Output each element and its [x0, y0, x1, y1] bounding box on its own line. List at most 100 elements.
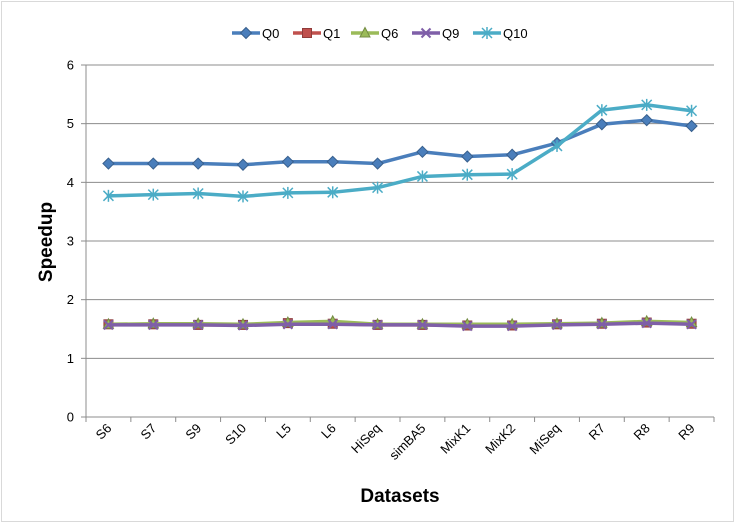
point-q9-L5-stroke-b: [282, 319, 294, 330]
point-q9-L5: [282, 319, 294, 330]
point-q9-S10-stroke-b: [237, 320, 249, 331]
point-q9-MixK2-stroke-b: [506, 320, 518, 332]
point-q10-S7: [147, 188, 159, 201]
x-tick-label-L6: L6: [318, 421, 339, 442]
x-tick-labels: S6 S7 S9 S10 L5 L6 HiSeq simBA5 MixK1 MixK2 MiSeq R…: [93, 421, 698, 463]
point-q0-R7: [595, 118, 609, 131]
x-tick-label-R7: R7: [586, 421, 608, 443]
point-q10-L6: [327, 186, 339, 199]
point-q9-MixK2: [506, 320, 518, 332]
point-q9-R7-stroke-b: [596, 319, 608, 330]
point-q9-L6-stroke-b: [327, 319, 338, 330]
y-tick-label-4: 4: [67, 175, 74, 190]
point-q10-R9: [686, 104, 698, 117]
point-q9-MixK1-stroke-b: [462, 320, 473, 332]
point-q9-S10: [237, 320, 249, 331]
x-tick-label-simBA5: simBA5: [386, 421, 428, 463]
point-q0-R8: [640, 113, 653, 127]
legend-item-q10: Q10: [473, 26, 528, 41]
legend-marker-q1: [302, 28, 312, 38]
x-tick-label-S10: S10: [222, 421, 249, 448]
series-line-q9: [106, 321, 694, 328]
point-q0-MixK2: [505, 148, 519, 161]
point-q0-S6: [102, 157, 115, 170]
y-tick-label-6: 6: [67, 58, 74, 73]
series-line-q0: [106, 118, 694, 167]
point-q10-R7: [596, 104, 608, 117]
point-q9-S6: [103, 319, 114, 331]
legend-label-q1: Q1: [323, 26, 340, 41]
point-q10-simBA5: [416, 170, 428, 183]
point-q0-L6: [326, 155, 339, 169]
point-q9-R9: [686, 319, 697, 330]
point-q10-MixK1: [461, 168, 473, 181]
series-layer: [102, 98, 698, 332]
point-q10-S9: [192, 187, 204, 200]
y-tick-label-0: 0: [67, 410, 74, 425]
legend-label-q10: Q10: [503, 26, 528, 41]
x-tick-label-MiSeq: MiSeq: [526, 421, 563, 458]
y-tick-label-5: 5: [67, 116, 74, 131]
point-q10-MiSeq: [551, 139, 563, 152]
point-q9-R7: [596, 319, 608, 330]
x-tick-label-L5: L5: [273, 421, 294, 442]
legend-item-q6: Q6: [351, 26, 398, 41]
point-q9-MiSeq-stroke-b: [551, 319, 563, 331]
y-tick-labels: 0 1 2 3 4 5 6: [67, 58, 74, 425]
legend: Q0 Q1 Q6 Q9 Q10: [232, 26, 528, 41]
point-q9-S7: [148, 319, 159, 331]
legend-label-q9: Q9: [442, 26, 459, 41]
point-q0-S10: [236, 158, 250, 171]
point-q10-S6: [102, 189, 114, 202]
x-axis-title: Datasets: [360, 486, 439, 507]
point-q0-S9: [191, 157, 205, 170]
point-q10-R8: [641, 98, 653, 111]
point-q9-MiSeq: [551, 319, 563, 331]
y-tick-label-3: 3: [67, 234, 74, 249]
point-q0-HiSeq: [371, 157, 384, 170]
x-tick-label-R8: R8: [630, 421, 652, 443]
point-q0-MixK1: [461, 150, 474, 163]
x-tick-label-S9: S9: [182, 421, 204, 443]
point-q9-HiSeq: [372, 319, 383, 331]
point-q10-HiSeq: [372, 181, 384, 194]
x-tick-label-MixK2: MixK2: [482, 421, 518, 457]
legend-marker-q0: [239, 26, 253, 40]
legend-marker-q10: [481, 27, 493, 39]
point-q10-L5: [282, 186, 294, 199]
legend-label-q0: Q0: [262, 26, 279, 41]
series-q0: [102, 113, 698, 171]
legend-item-q0: Q0: [232, 26, 279, 41]
point-q0-R9: [685, 119, 698, 133]
point-q9-L6: [327, 319, 338, 330]
axes: [81, 64, 715, 422]
x-tick-label-S7: S7: [138, 421, 160, 443]
series-q9: [103, 317, 697, 332]
x-tick-label-S6: S6: [93, 421, 115, 443]
point-q9-R8-stroke-b: [641, 317, 652, 329]
x-tick-label-MixK1: MixK1: [437, 421, 473, 457]
point-q9-S6-stroke-b: [103, 319, 114, 331]
point-q9-S9: [192, 319, 204, 331]
point-q9-simBA5: [417, 319, 428, 331]
legend-marker-q9: [420, 27, 432, 39]
x-tick-label-R9: R9: [675, 421, 697, 443]
point-q0-S7: [147, 157, 160, 170]
legend-label-q6: Q6: [381, 26, 398, 41]
point-q0-L5: [281, 155, 295, 169]
y-axis-title: Speedup: [36, 202, 57, 282]
point-q9-R8: [641, 317, 652, 329]
series-q10: [102, 98, 698, 203]
y-tick-label-2: 2: [67, 292, 74, 307]
legend-item-q1: Q1: [293, 26, 340, 41]
y-tick-label-1: 1: [67, 351, 74, 366]
x-tick-label-HiSeq: HiSeq: [348, 421, 384, 457]
point-q9-simBA5-stroke-b: [417, 319, 428, 331]
legend-item-q9: Q9: [412, 26, 459, 41]
point-q9-S9-stroke-b: [192, 319, 204, 331]
legend-marker-q6: [359, 26, 371, 38]
legend-marker-q9-stroke-b: [420, 27, 432, 39]
series-line-q10: [106, 103, 694, 199]
